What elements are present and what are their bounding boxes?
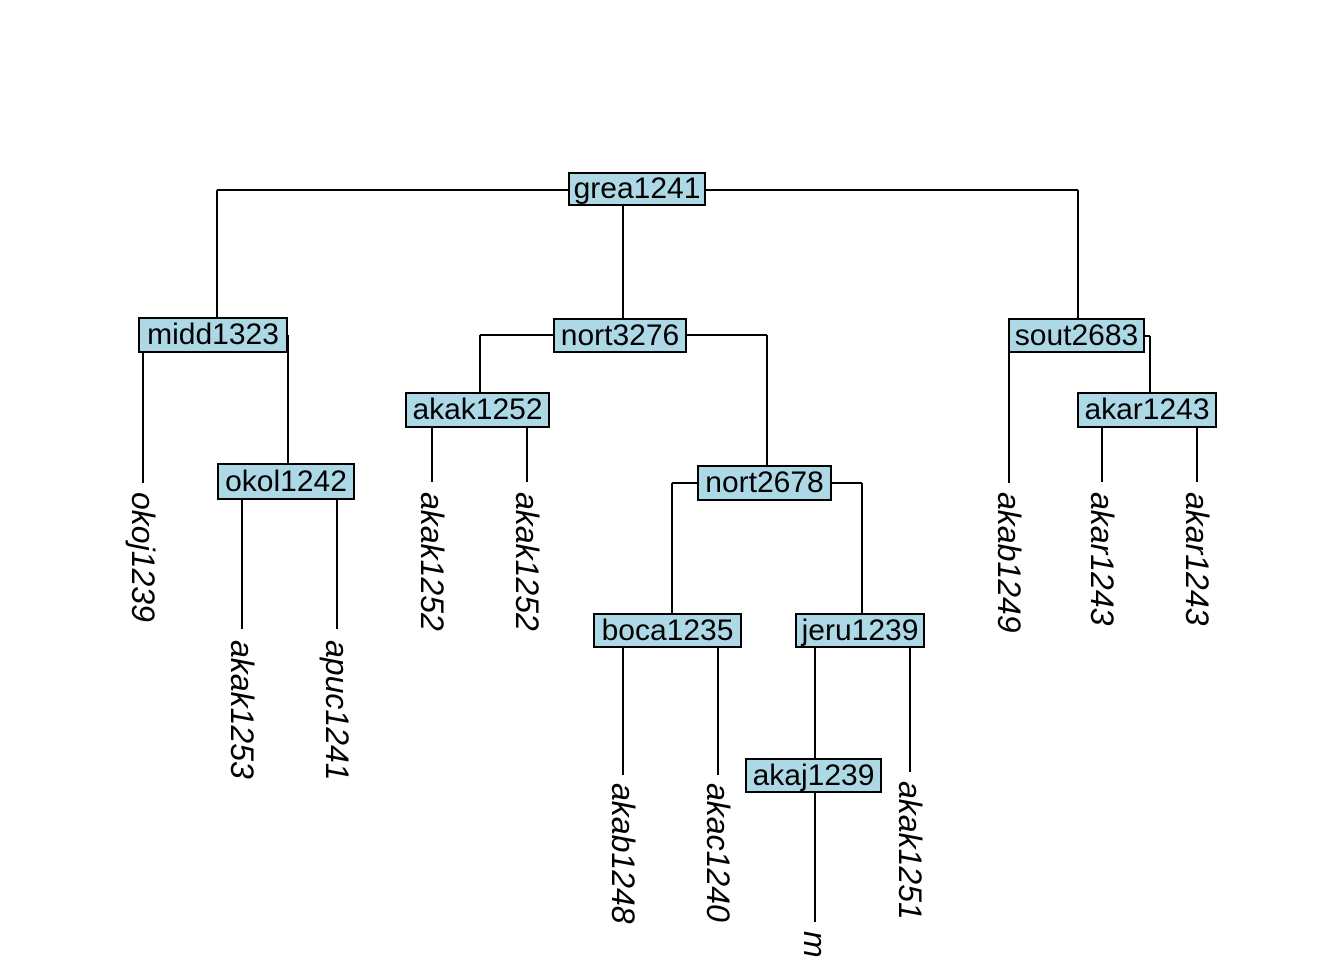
- leaf-label-akak1253: akak1253: [224, 640, 260, 779]
- tree-node-akaj1239: akaj1239: [745, 758, 882, 793]
- tree-node-nort2678: nort2678: [697, 465, 832, 501]
- leaf-label-akak1251: akak1251: [892, 781, 928, 920]
- leaf-label-akar1243: akar1243: [1179, 492, 1215, 626]
- tree-node-nort3276: nort3276: [553, 318, 687, 353]
- leaf-label-akab1248: akab1248: [605, 783, 641, 924]
- tree-node-jeru1239: jeru1239: [795, 613, 925, 648]
- leaf-label-apuc1241: apuc1241: [319, 640, 355, 781]
- leaf-label-akak1252: akak1252: [414, 492, 450, 631]
- leaf-label-akak1252: akak1252: [509, 492, 545, 631]
- leaf-label-okoj1239: okoj1239: [125, 492, 161, 622]
- tree-node-boca1235: boca1235: [593, 613, 742, 648]
- tree-node-okol1242: okol1242: [217, 463, 355, 500]
- tree-node-grea1241: grea1241: [568, 172, 706, 206]
- leaf-label-m: m: [797, 931, 833, 958]
- leaf-label-akac1240: akac1240: [700, 783, 736, 922]
- tree-node-akak1252: akak1252: [405, 392, 550, 428]
- tree-node-sout2683: sout2683: [1008, 318, 1145, 353]
- leaf-label-akar1243: akar1243: [1084, 492, 1120, 626]
- tree-node-midd1323: midd1323: [138, 317, 288, 353]
- leaf-label-akab1249: akab1249: [991, 492, 1027, 633]
- tree-node-akar1243: akar1243: [1077, 392, 1217, 428]
